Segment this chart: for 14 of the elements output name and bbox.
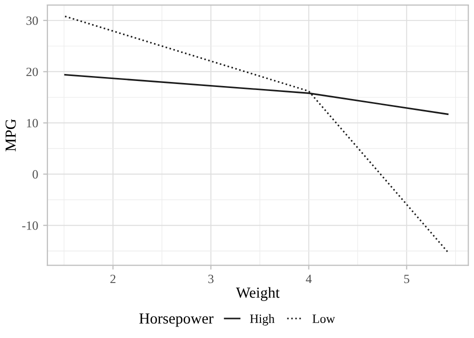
x-tick-label: 4 xyxy=(306,274,312,284)
legend-title: Horsepower xyxy=(139,313,214,327)
legend-label: High xyxy=(250,314,275,326)
y-tick-label: -10 xyxy=(22,221,38,230)
x-tick-label: 3 xyxy=(208,274,214,284)
x-tick-label: 5 xyxy=(404,274,410,284)
y-tick-label: 30 xyxy=(26,16,38,25)
y-tick-label: 10 xyxy=(26,118,38,128)
y-tick-label: 0 xyxy=(32,170,38,179)
y-axis-title: MPG xyxy=(6,119,16,152)
x-axis-title: Weight xyxy=(236,287,280,301)
y-tick-label: 20 xyxy=(26,68,38,76)
legend-label: Low xyxy=(312,314,336,323)
x-tick-label: 2 xyxy=(110,274,116,284)
